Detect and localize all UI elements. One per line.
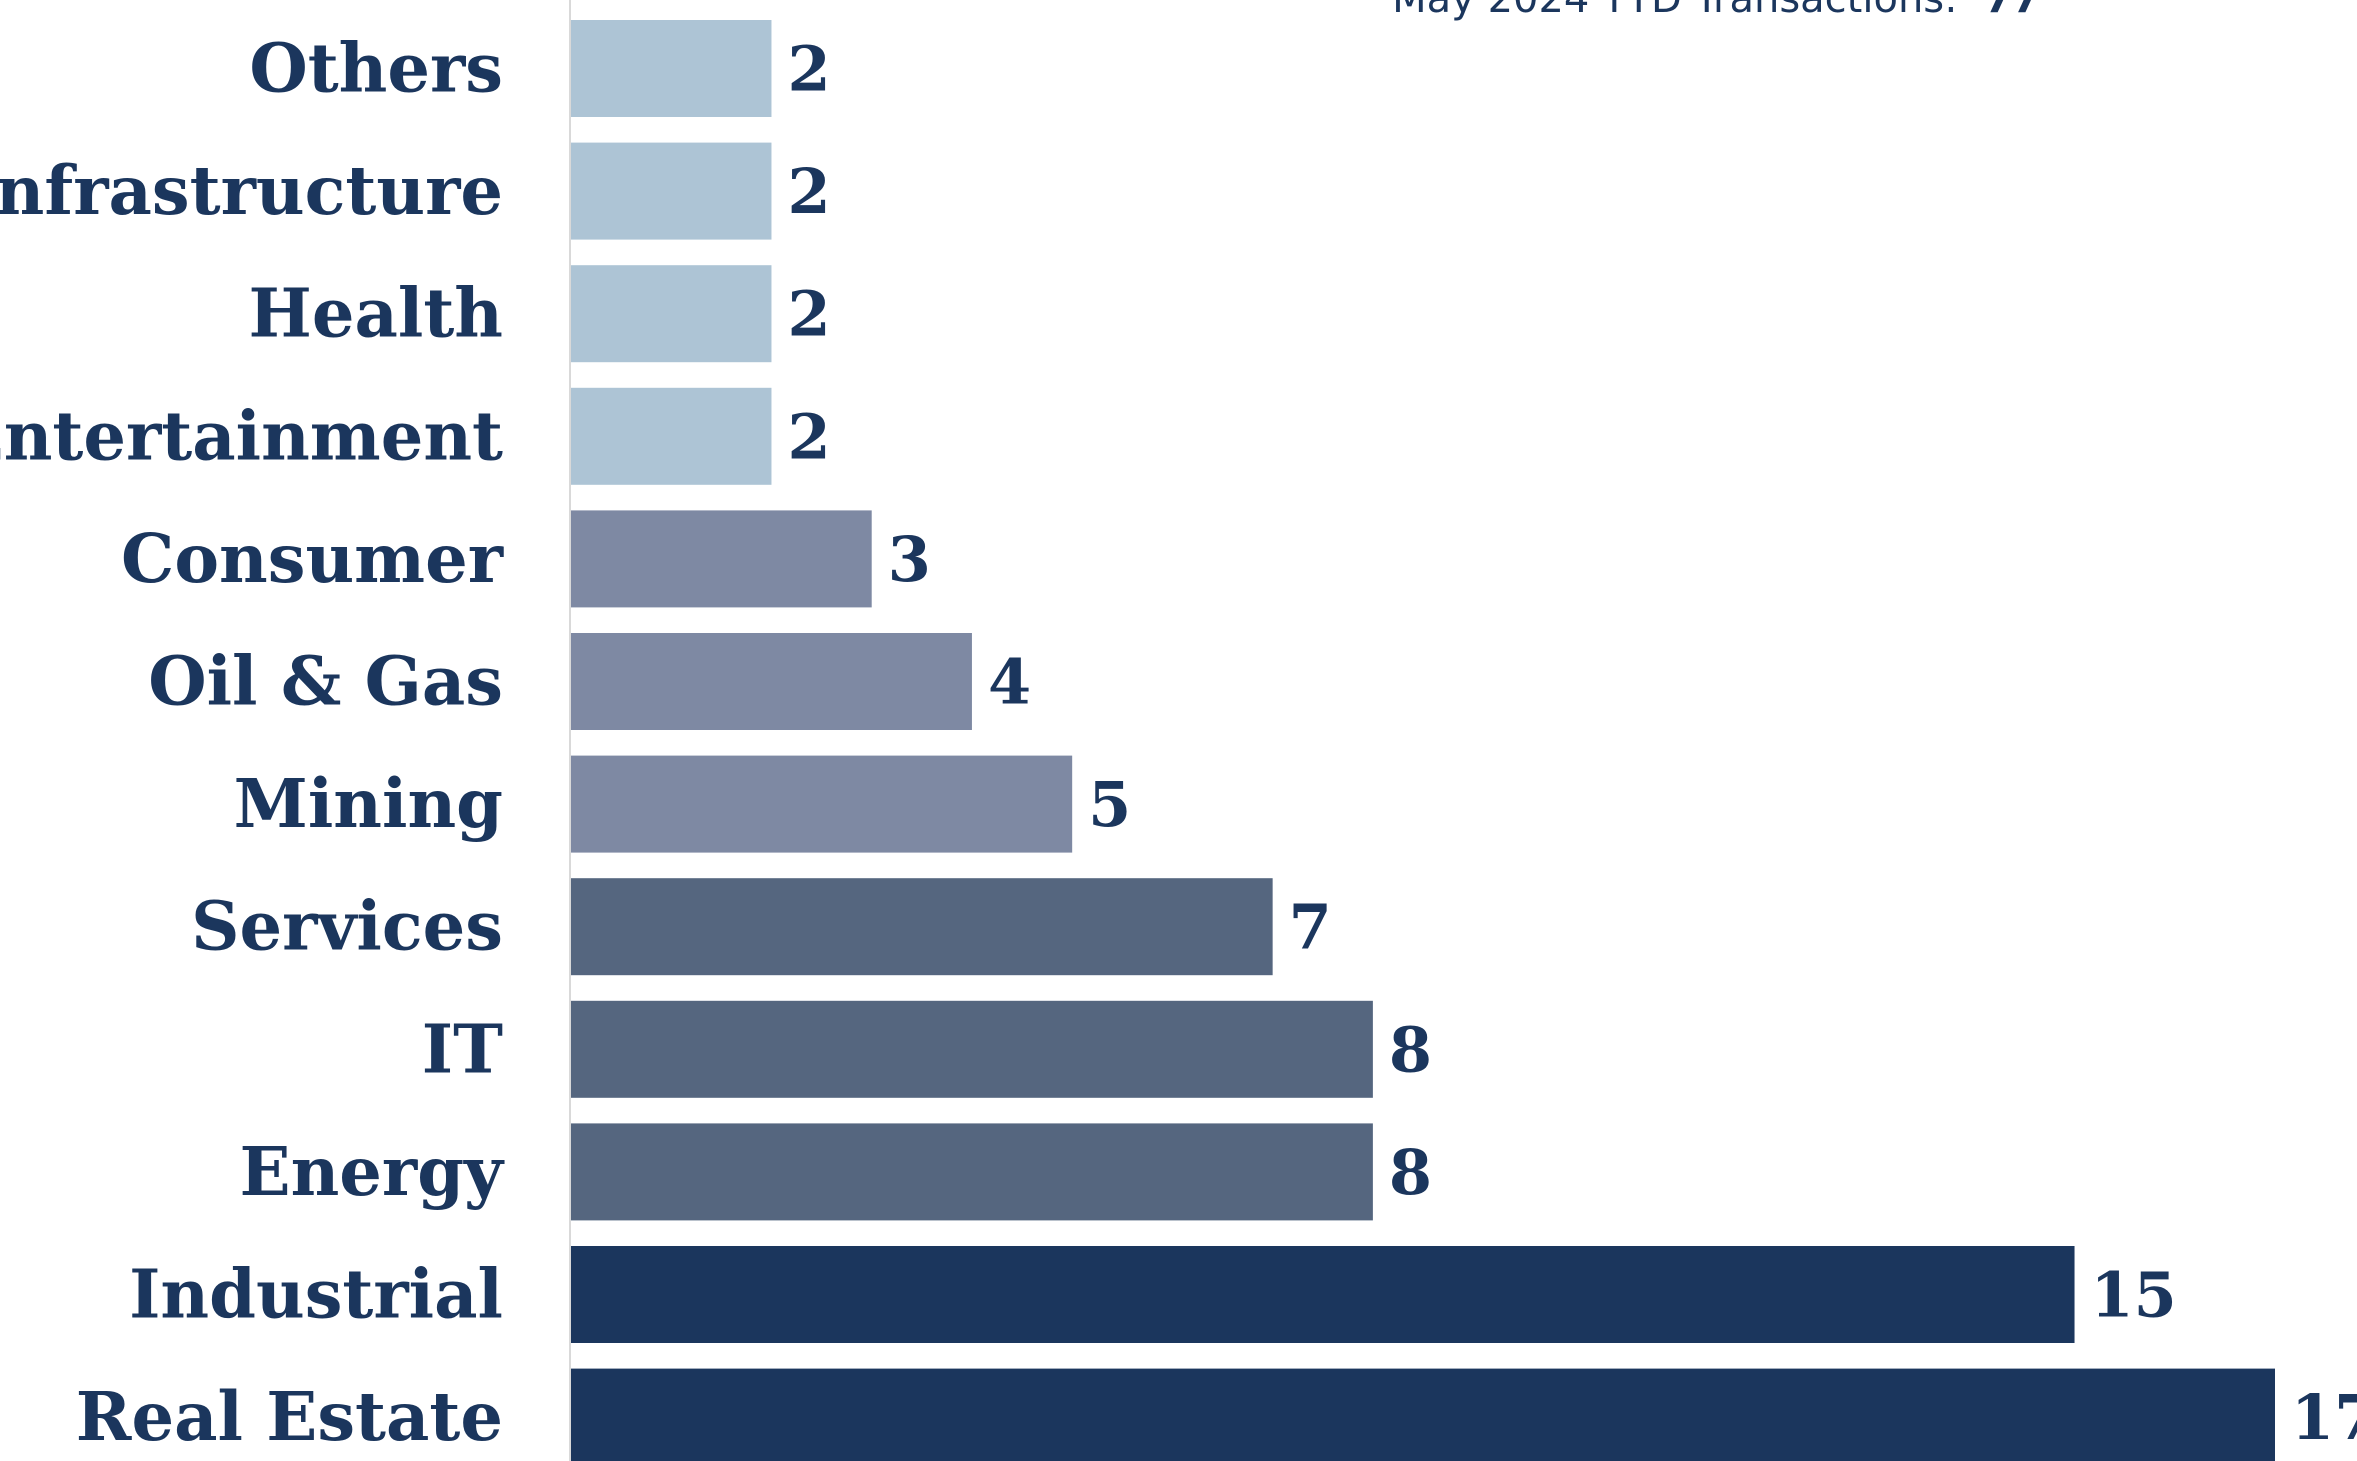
value-label-energy: 8 (1389, 1136, 1432, 1209)
value-label-industrial: 15 (2091, 1259, 2177, 1332)
value-label-real-estate: 17 (2291, 1381, 2357, 1454)
value-label-entertainment: 2 (787, 400, 830, 473)
bar-others (571, 20, 772, 117)
bar-services (571, 878, 1273, 976)
category-label-real-estate: Real Estate (76, 1377, 503, 1456)
value-label-oil-gas: 4 (988, 646, 1031, 719)
transactions-note-text: May 2024 YTD Transactions: (1392, 0, 1957, 22)
value-label-mining: 5 (1088, 768, 1131, 841)
value-label-services: 7 (1289, 891, 1332, 964)
category-label-industrial: Industrial (129, 1255, 503, 1334)
value-label-health: 2 (787, 278, 830, 351)
bar-group: Others 2 Infrastructure 2 Health 2 Entertainme… (0, 20, 2357, 1461)
bar-consumer (571, 510, 872, 608)
bar-health (571, 265, 772, 363)
category-label-services: Services (191, 887, 503, 966)
transactions-note: May 2024 YTD Transactions: 77 (1392, 0, 2040, 22)
value-label-others: 2 (787, 33, 830, 106)
bar-industrial (571, 1246, 2075, 1343)
value-label-infrastructure: 2 (787, 155, 830, 228)
bar-entertainment (571, 387, 772, 485)
value-label-it: 8 (1389, 1013, 1432, 1086)
bar-mining (571, 755, 1073, 853)
category-label-oil-gas: Oil & Gas (148, 642, 503, 721)
category-label-mining: Mining (234, 764, 503, 843)
bar-it (571, 1000, 1373, 1098)
category-label-infrastructure: Infrastructure (0, 151, 503, 230)
bar-oil-gas (571, 633, 972, 730)
category-label-entertainment: Entertainment (0, 396, 503, 475)
category-label-energy: Energy (240, 1132, 506, 1211)
bar-infrastructure (571, 142, 772, 240)
category-label-consumer: Consumer (121, 519, 504, 598)
value-label-consumer: 3 (888, 523, 931, 596)
category-label-health: Health (249, 274, 503, 353)
transactions-note-value: 77 (1984, 0, 2040, 22)
category-label-others: Others (249, 29, 503, 108)
bar-real-estate (571, 1368, 2275, 1461)
bar-energy (571, 1123, 1373, 1221)
category-label-it: IT (422, 1009, 503, 1088)
